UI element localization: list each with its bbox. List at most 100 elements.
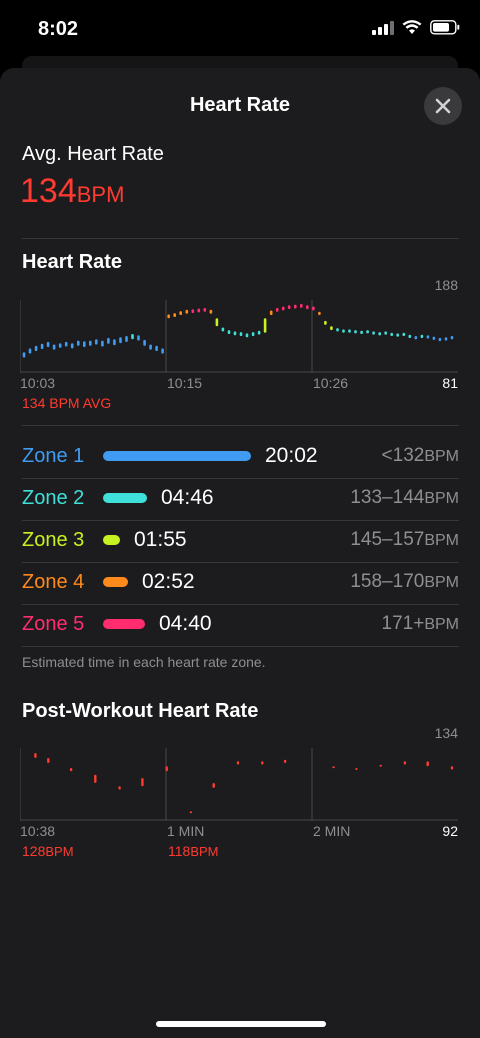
divider (22, 478, 459, 479)
hr-bar (330, 326, 333, 331)
hr-bar (390, 332, 393, 336)
zone-range: 158–170BPM (350, 571, 459, 593)
divider (22, 425, 459, 426)
zone-name: Zone 2 (22, 487, 85, 509)
hr-bar (89, 340, 92, 346)
hr-bar (287, 305, 291, 310)
hr-bar (113, 339, 116, 346)
hr-bar (167, 314, 170, 319)
avg-value-number: 134 (20, 172, 77, 210)
hr-bar (372, 331, 375, 335)
hr-bar (360, 330, 363, 334)
zone-range: <132BPM (382, 445, 459, 467)
pw-bar (450, 766, 454, 770)
pw-bars (34, 753, 454, 814)
hr-x-label-3: 10:26 (313, 375, 348, 390)
hr-bar (245, 333, 249, 338)
zone-time: 01:55 (134, 528, 187, 551)
hr-bar (101, 340, 104, 347)
pw-bar (426, 761, 429, 767)
post-workout-chart-title: Post-Workout Heart Rate (22, 700, 259, 722)
pw-bar (165, 766, 168, 772)
zone-time: 04:46 (161, 486, 214, 509)
zone-range: 145–157BPM (350, 529, 459, 551)
zone-range-value: 133–144 (350, 487, 425, 508)
pw-callout-1-unit: BPM (45, 844, 74, 859)
pw-bar (236, 761, 240, 765)
hr-bar (396, 333, 399, 337)
hr-bar (269, 310, 273, 316)
hr-bar (306, 305, 309, 310)
hr-bar (420, 334, 424, 338)
hr-bar (294, 304, 297, 309)
hr-bar (119, 337, 122, 344)
signal-icon (372, 20, 394, 35)
status-bar: 8:02 (0, 0, 480, 60)
pw-bar (34, 753, 37, 758)
hr-bar (444, 337, 448, 341)
hr-bar (143, 339, 146, 346)
zone-range-unit: BPM (424, 574, 459, 591)
pw-x-label-1: 10:38 (20, 823, 55, 838)
avg-heart-rate-value: 134BPM (20, 172, 124, 211)
hr-bar (70, 343, 74, 349)
pw-bar (141, 778, 144, 787)
hr-bar (251, 332, 255, 336)
status-time: 8:02 (38, 18, 79, 40)
hr-bar (227, 330, 231, 334)
pw-y-max-label: 134 (435, 725, 459, 741)
hr-bar (209, 309, 213, 314)
hr-bar (239, 332, 243, 336)
pw-callout-1-value: 128 (22, 843, 46, 859)
zone-range: 171+BPM (382, 613, 459, 635)
pw-x-label-2: 1 MIN (167, 823, 204, 838)
hr-bar (52, 344, 56, 350)
hr-bar (438, 337, 442, 342)
heart-rate-chart-title: Heart Rate (22, 251, 123, 273)
zone-duration-bar (103, 493, 147, 503)
divider (22, 520, 459, 521)
zone-duration-bar (103, 535, 120, 545)
hr-bar (318, 311, 321, 316)
zone-range-unit: BPM (424, 490, 459, 507)
home-indicator[interactable] (156, 1021, 326, 1027)
hr-bar (384, 331, 387, 335)
zone-time: 20:02 (265, 444, 318, 467)
heart-rate-sheet (0, 68, 480, 1038)
hr-bar (221, 327, 225, 332)
zone-row: Zone 3 01:55 145–157BPM (22, 521, 459, 563)
hr-bar (58, 343, 62, 348)
divider (22, 604, 459, 605)
hr-bar (354, 330, 357, 334)
hr-bar (155, 345, 158, 351)
hr-bar (215, 318, 219, 327)
zone-name: Zone 5 (22, 613, 85, 635)
hr-bar (281, 306, 285, 311)
zone-range: 133–144BPM (350, 487, 459, 509)
pw-bar (283, 759, 287, 763)
hr-bar (336, 328, 339, 332)
pw-callout-2: 118BPM (168, 843, 219, 859)
hr-x-label-1: 10:03 (20, 375, 55, 390)
hr-bar (137, 335, 140, 341)
zone-name: Zone 1 (22, 445, 85, 467)
hr-bar (275, 307, 279, 312)
pw-bar (118, 786, 121, 790)
avg-heart-rate-label: Avg. Heart Rate (22, 143, 164, 165)
hr-bar (203, 307, 207, 312)
hr-bar (125, 336, 128, 342)
hr-bar (161, 348, 164, 354)
pw-bar (403, 761, 407, 765)
zone-row: Zone 5 04:40 171+BPM (22, 605, 459, 647)
zone-range-value: 145–157 (350, 529, 425, 550)
hr-bar (185, 309, 189, 314)
close-button[interactable] (424, 87, 462, 125)
hr-bar (28, 348, 32, 354)
hr-bar (233, 331, 237, 336)
avg-value-unit: BPM (76, 182, 125, 207)
hr-bar (263, 318, 267, 333)
zone-row: Zone 1 20:02 <132BPM (22, 437, 459, 479)
divider (22, 562, 459, 563)
hr-bar (197, 308, 201, 313)
zone-range-value: 171+ (381, 613, 425, 634)
